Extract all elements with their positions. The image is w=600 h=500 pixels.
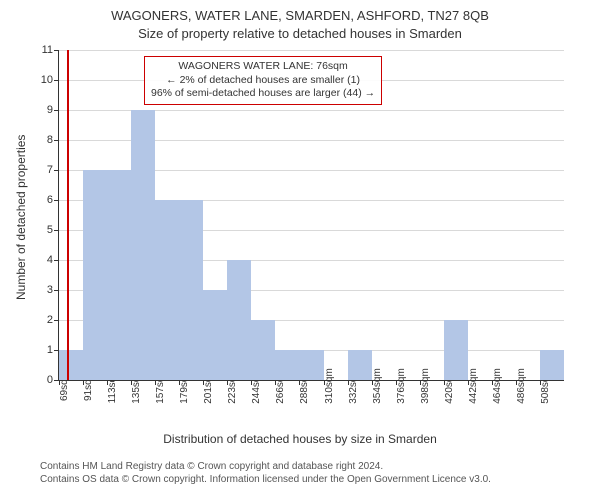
y-axis-label: Number of detached properties xyxy=(14,135,28,300)
histogram-bar xyxy=(348,350,372,380)
histogram-bar xyxy=(107,170,131,380)
x-axis-label: Distribution of detached houses by size … xyxy=(0,432,600,446)
y-tick-label: 2 xyxy=(47,314,59,326)
y-tick-label: 10 xyxy=(41,74,59,86)
y-tick-label: 5 xyxy=(47,224,59,236)
y-tick-label: 11 xyxy=(42,44,59,56)
y-tick-label: 9 xyxy=(47,104,59,116)
footer-attribution: Contains HM Land Registry data © Crown c… xyxy=(40,460,491,486)
x-tick-label: 376sqm xyxy=(396,368,407,404)
y-tick-label: 3 xyxy=(47,284,59,296)
y-tick-label: 4 xyxy=(47,254,59,266)
chart-plot-area: 0123456789101169sqm91sqm113sqm135sqm157s… xyxy=(58,50,564,381)
gridline xyxy=(59,50,564,51)
histogram-bar xyxy=(83,170,107,380)
histogram-bar xyxy=(59,350,83,380)
histogram-bar xyxy=(227,260,251,380)
footer-line-1: Contains HM Land Registry data © Crown c… xyxy=(40,460,491,473)
histogram-bar xyxy=(444,320,468,380)
y-tick-label: 1 xyxy=(47,344,59,356)
property-marker-line xyxy=(67,50,69,380)
chart-title-description: Size of property relative to detached ho… xyxy=(0,26,600,41)
annotation-line-2: ← 2% of detached houses are smaller (1) xyxy=(151,74,375,88)
chart-title-address: WAGONERS, WATER LANE, SMARDEN, ASHFORD, … xyxy=(0,8,600,23)
x-tick-label: 464sqm xyxy=(492,368,503,404)
x-tick-label: 398sqm xyxy=(420,368,431,404)
annotation-line-3: 96% of semi-detached houses are larger (… xyxy=(151,87,375,101)
annotation-line-1: WAGONERS WATER LANE: 76sqm xyxy=(151,60,375,74)
x-tick-label: 486sqm xyxy=(516,368,527,404)
histogram-bar xyxy=(155,200,179,380)
histogram-bar xyxy=(131,110,155,380)
y-tick-label: 8 xyxy=(47,134,59,146)
histogram-bar xyxy=(299,350,323,380)
histogram-bar xyxy=(203,290,227,380)
histogram-bar xyxy=(251,320,275,380)
histogram-bar xyxy=(179,200,203,380)
y-tick-label: 0 xyxy=(47,374,59,386)
x-tick-label: 310sqm xyxy=(324,368,335,404)
y-tick-label: 7 xyxy=(47,164,59,176)
x-tick-label: 442sqm xyxy=(468,368,479,404)
histogram-bar xyxy=(540,350,564,380)
footer-line-2: Contains OS data © Crown copyright. Info… xyxy=(40,473,491,486)
x-tick-label: 354sqm xyxy=(372,368,383,404)
histogram-bar xyxy=(275,350,299,380)
annotation-box: WAGONERS WATER LANE: 76sqm← 2% of detach… xyxy=(144,56,382,105)
y-tick-label: 6 xyxy=(47,194,59,206)
